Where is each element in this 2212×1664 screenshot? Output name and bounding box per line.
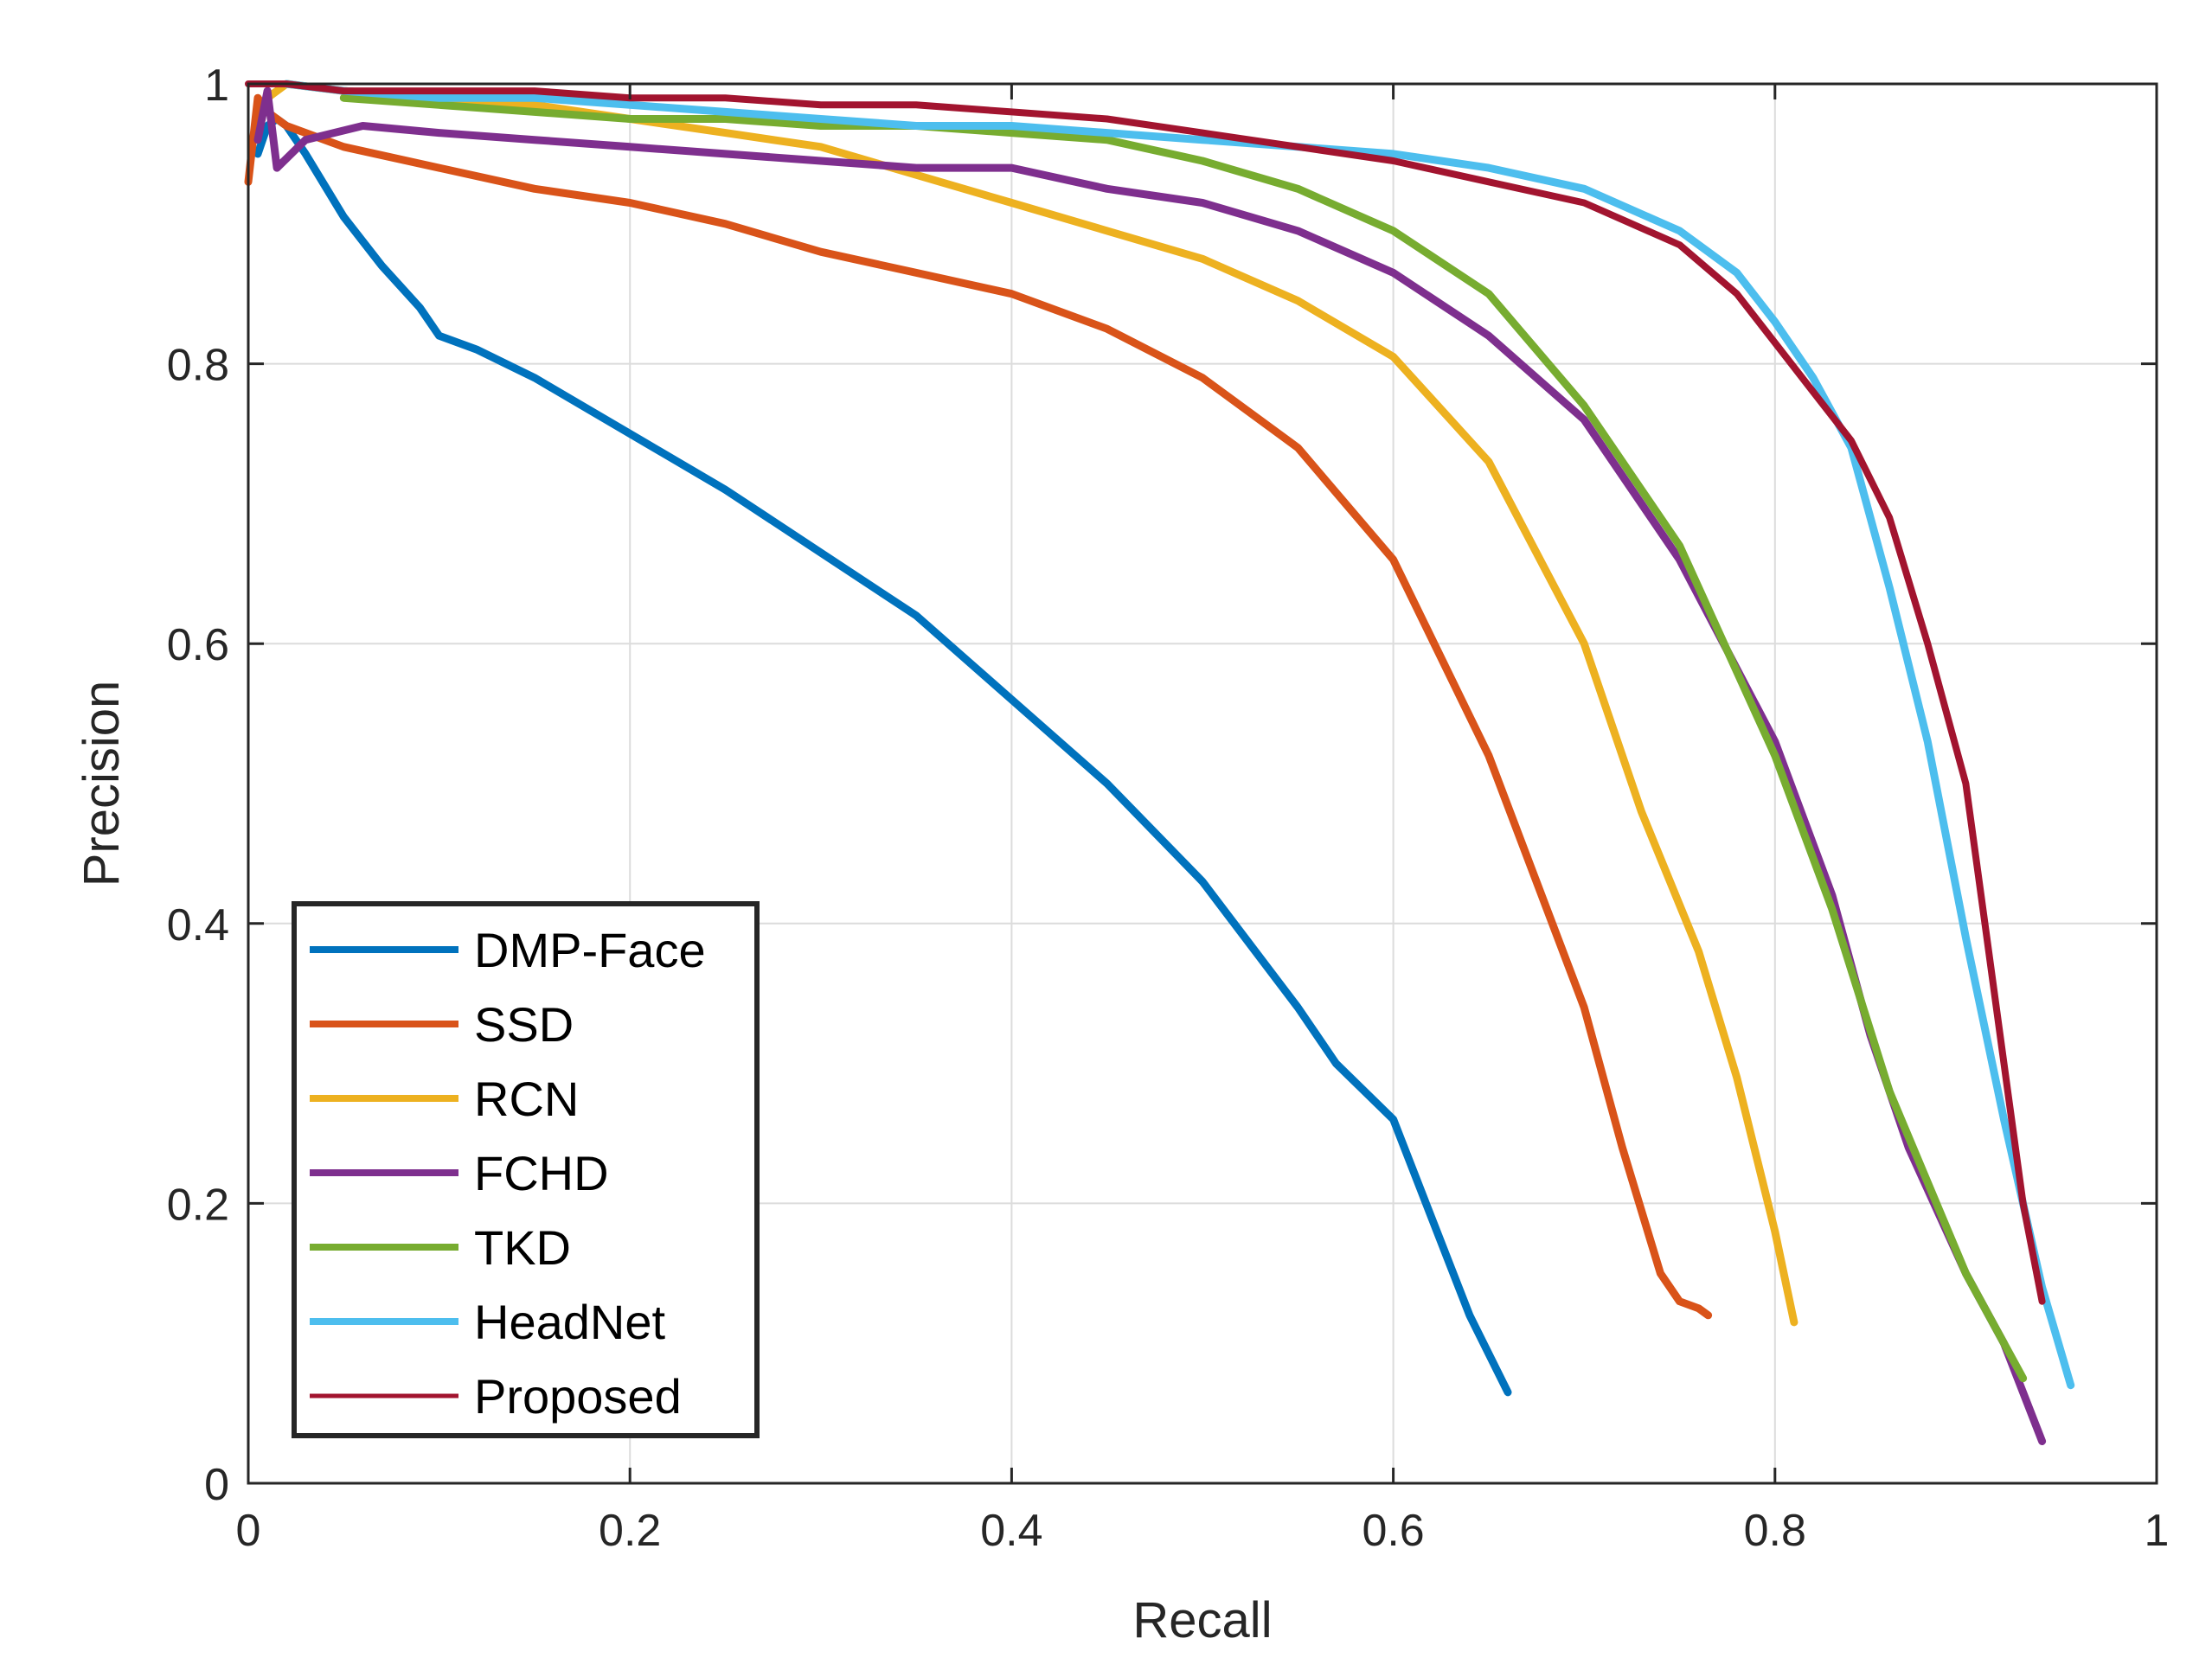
legend-label-rcn: RCN	[474, 1072, 579, 1126]
x-tick-label: 0.8	[1744, 1506, 1806, 1556]
legend-label-dmp-face: DMP-Face	[474, 923, 706, 977]
legend: DMP-Face SSD RCN FCHD TKD HeadNet Proposed	[292, 901, 760, 1438]
axes-box	[247, 82, 2158, 1485]
y-tick-label: 0.4	[167, 900, 229, 950]
x-tick-label: 0.4	[980, 1506, 1042, 1556]
x-tick-label: 0.2	[599, 1506, 661, 1556]
series-line-dmp-face	[253, 115, 1512, 1397]
legend-entries: DMP-Face SSD RCN FCHD TKD HeadNet Proposed	[310, 923, 706, 1424]
x-tick-labels: 0 0.2 0.4 0.6 0.8 1	[236, 1506, 2170, 1556]
y-tick-label: 0.6	[167, 620, 229, 670]
series-line-headnet	[282, 80, 2075, 1390]
series-lines	[244, 80, 2075, 1445]
x-tick-label: 0	[236, 1506, 261, 1556]
y-tick-labels: 0 0.2 0.4 0.6 0.8 1	[167, 61, 229, 1510]
legend-label-ssd: SSD	[474, 997, 574, 1052]
x-tick-label: 1	[2145, 1506, 2170, 1556]
series-line-tkd	[339, 93, 2028, 1383]
y-tick-label: 0.8	[167, 341, 229, 391]
y-tick-label: 0.2	[167, 1180, 229, 1230]
legend-label-headnet: HeadNet	[474, 1295, 665, 1349]
series-line-proposed	[245, 80, 2046, 1305]
legend-label-proposed: Proposed	[474, 1369, 682, 1424]
y-tick-label: 1	[204, 61, 229, 111]
x-axis-title: Recall	[1132, 1592, 1272, 1648]
x-tick-label: 0.6	[1362, 1506, 1424, 1556]
legend-label-fchd: FCHD	[474, 1146, 609, 1200]
y-axis-title: Precision	[74, 681, 130, 887]
axis-ticks	[247, 82, 2158, 1485]
y-tick-label: 0	[204, 1460, 229, 1510]
legend-label-tkd: TKD	[474, 1220, 571, 1275]
series-line-ssd	[244, 93, 1713, 1320]
